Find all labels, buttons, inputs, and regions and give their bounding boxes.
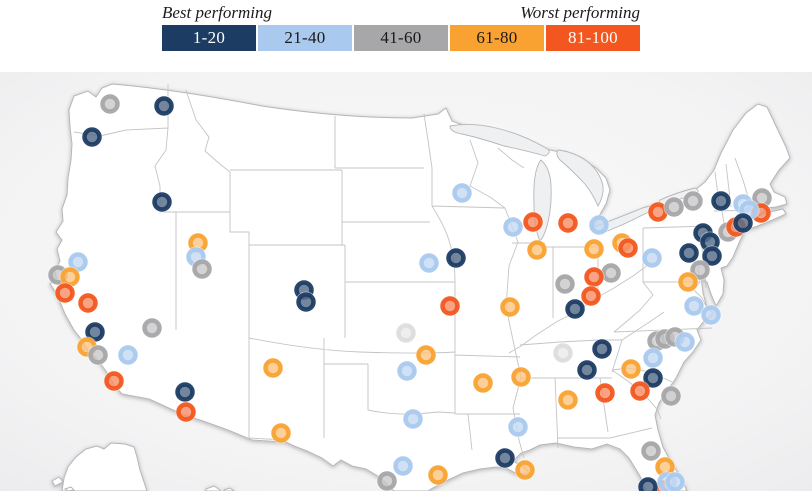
city-dot[interactable] [494, 447, 516, 469]
city-dot[interactable] [576, 359, 598, 381]
city-dot[interactable] [617, 237, 639, 259]
city-dot[interactable] [451, 182, 473, 204]
city-dot[interactable] [554, 273, 576, 295]
city-dot[interactable] [620, 358, 642, 380]
city-dot[interactable] [141, 317, 163, 339]
city-dot[interactable] [81, 126, 103, 148]
city-dot[interactable] [564, 298, 586, 320]
city-dot[interactable] [588, 214, 610, 236]
city-dot[interactable] [526, 239, 548, 261]
lake-superior [449, 123, 550, 157]
city-dot[interactable] [415, 344, 437, 366]
city-dot[interactable] [445, 247, 467, 269]
legend: Best performing Worst performing 1-20 21-… [162, 3, 640, 51]
city-dot[interactable] [637, 476, 659, 491]
city-dot[interactable] [376, 470, 398, 491]
city-dot[interactable] [396, 360, 418, 382]
city-dot[interactable] [270, 422, 292, 444]
city-dot[interactable] [557, 212, 579, 234]
city-dot[interactable] [87, 344, 109, 366]
city-dot[interactable] [174, 381, 196, 403]
city-dot[interactable] [583, 266, 605, 288]
city-dot[interactable] [522, 211, 544, 233]
legend-buckets: 1-20 21-40 41-60 61-80 81-100 [162, 25, 640, 51]
city-dot[interactable] [295, 291, 317, 313]
alaska-outline [61, 442, 148, 491]
city-dot[interactable] [472, 372, 494, 394]
city-dot[interactable] [59, 266, 81, 288]
city-dot[interactable] [54, 282, 76, 304]
legend-bucket-1-20: 1-20 [162, 25, 256, 51]
city-dot[interactable] [682, 190, 704, 212]
legend-best-label: Best performing [162, 3, 273, 22]
city-dot[interactable] [629, 380, 651, 402]
lake-huron [556, 149, 604, 208]
city-dot[interactable] [732, 212, 754, 234]
city-dots-layer [47, 93, 773, 491]
city-dot[interactable] [99, 93, 121, 115]
city-dot[interactable] [514, 459, 536, 481]
city-dot[interactable] [710, 190, 732, 212]
city-dot[interactable] [557, 389, 579, 411]
city-dot[interactable] [701, 245, 723, 267]
city-dot[interactable] [583, 238, 605, 260]
legend-worst-label: Worst performing [520, 3, 640, 22]
city-dot[interactable] [700, 304, 722, 326]
city-dot[interactable] [151, 191, 173, 213]
city-dot[interactable] [683, 295, 705, 317]
city-dot[interactable] [647, 201, 669, 223]
legend-labels: Best performing Worst performing [162, 3, 640, 22]
legend-bucket-81-100: 81-100 [546, 25, 640, 51]
city-dot[interactable] [674, 331, 696, 353]
city-dot[interactable] [640, 440, 662, 462]
city-dot[interactable] [510, 366, 532, 388]
city-dot[interactable] [77, 292, 99, 314]
city-dot[interactable] [591, 338, 613, 360]
city-dot[interactable] [664, 471, 686, 491]
city-dot[interactable] [395, 322, 417, 344]
city-dot[interactable] [641, 247, 663, 269]
city-dot[interactable] [663, 196, 685, 218]
city-dot[interactable] [418, 252, 440, 274]
city-dot[interactable] [502, 216, 524, 238]
city-dot[interactable] [660, 385, 682, 407]
city-dot[interactable] [499, 296, 521, 318]
city-dot[interactable] [642, 347, 664, 369]
city-dot[interactable] [103, 370, 125, 392]
city-dot[interactable] [392, 455, 414, 477]
city-dot[interactable] [580, 285, 602, 307]
legend-bucket-21-40: 21-40 [258, 25, 352, 51]
alaska-islands [51, 476, 76, 491]
legend-bucket-61-80: 61-80 [450, 25, 544, 51]
city-dot[interactable] [262, 357, 284, 379]
city-dot[interactable] [439, 295, 461, 317]
city-dot[interactable] [642, 367, 664, 389]
city-dot[interactable] [552, 342, 574, 364]
city-dot[interactable] [678, 242, 700, 264]
city-dot[interactable] [594, 382, 616, 404]
city-dot[interactable] [153, 95, 175, 117]
city-dot[interactable] [175, 401, 197, 423]
legend-bucket-41-60: 41-60 [354, 25, 448, 51]
city-dot[interactable] [117, 344, 139, 366]
city-dot[interactable] [507, 416, 529, 438]
city-dot[interactable] [677, 271, 699, 293]
city-dot[interactable] [402, 408, 424, 430]
city-dot[interactable] [191, 258, 213, 280]
city-dot[interactable] [427, 464, 449, 486]
